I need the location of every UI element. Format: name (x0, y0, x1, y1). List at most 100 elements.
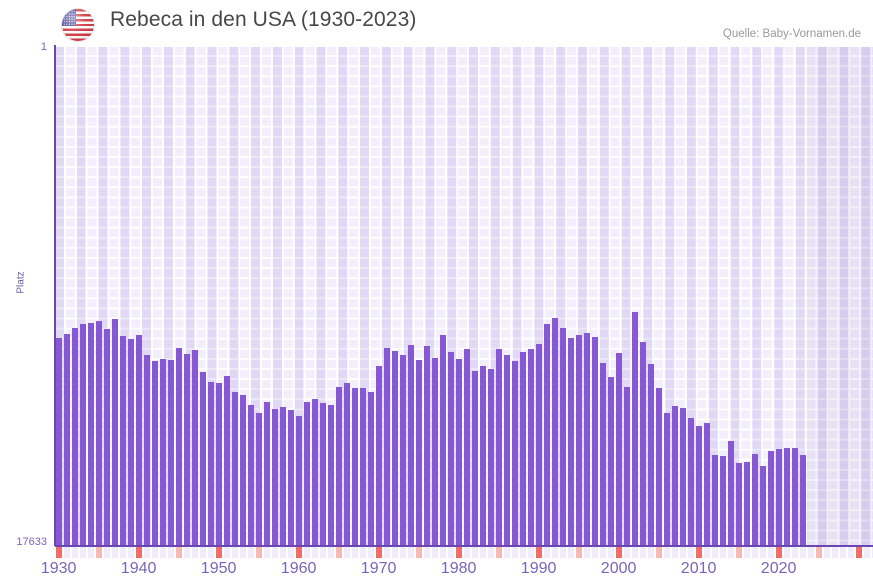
bar-1967[interactable] (351, 388, 358, 545)
bar-2009[interactable] (687, 418, 694, 545)
bar-1958[interactable] (279, 407, 286, 545)
bar-1970[interactable] (375, 366, 382, 545)
bar-1997[interactable] (591, 337, 598, 545)
chart-header: Rebeca in den USA (1930-2023) Quelle: Ba… (0, 0, 873, 46)
bar-2006[interactable] (663, 413, 670, 545)
bar-1994[interactable] (567, 338, 574, 545)
bar-1981[interactable] (463, 349, 470, 545)
bar-1975[interactable] (415, 360, 422, 545)
bar-2013[interactable] (719, 456, 726, 545)
bar-1996[interactable] (583, 333, 590, 545)
year-tick-cell (831, 547, 838, 558)
bar-1982[interactable] (471, 371, 478, 545)
bar-1948[interactable] (199, 372, 206, 545)
bar-1974[interactable] (407, 345, 414, 545)
bar-1969[interactable] (367, 392, 374, 545)
bar-1966[interactable] (343, 383, 350, 545)
bar-1973[interactable] (399, 355, 406, 545)
bar-1940[interactable] (135, 335, 142, 545)
year-tick-cell (175, 547, 182, 558)
bar-1936[interactable] (103, 329, 110, 545)
bar-2016[interactable] (743, 462, 750, 545)
bar-2021[interactable] (783, 448, 790, 545)
bar-1951[interactable] (223, 376, 230, 545)
bar-1941[interactable] (143, 355, 150, 545)
bar-1995[interactable] (575, 335, 582, 545)
bar-2000[interactable] (615, 353, 622, 545)
bar-1931[interactable] (63, 334, 70, 545)
bar-1938[interactable] (119, 336, 126, 545)
bar-1983[interactable] (479, 366, 486, 545)
bar-1953[interactable] (239, 395, 246, 545)
bar-1957[interactable] (271, 409, 278, 545)
year-tick-cell (151, 547, 158, 558)
bar-2008[interactable] (679, 408, 686, 545)
bar-1986[interactable] (503, 355, 510, 545)
bar-2005[interactable] (655, 388, 662, 545)
bar-1933[interactable] (79, 324, 86, 545)
bar-1930[interactable] (55, 338, 62, 545)
bar-1942[interactable] (151, 361, 158, 545)
bar-1993[interactable] (559, 328, 566, 545)
bar-1956[interactable] (263, 402, 270, 545)
bar-1988[interactable] (519, 352, 526, 545)
bar-1989[interactable] (527, 349, 534, 545)
bar-2019[interactable] (767, 451, 774, 545)
bar-1945[interactable] (175, 348, 182, 545)
bar-2020[interactable] (775, 449, 782, 545)
bar-1934[interactable] (87, 323, 94, 545)
bar-2011[interactable] (703, 423, 710, 545)
bar-2018[interactable] (759, 466, 766, 545)
bar-1984[interactable] (487, 369, 494, 545)
bar-1987[interactable] (511, 361, 518, 545)
bar-2023[interactable] (799, 455, 806, 545)
bar-1944[interactable] (167, 360, 174, 545)
bar-2015[interactable] (735, 463, 742, 545)
bar-1949[interactable] (207, 382, 214, 545)
bar-1979[interactable] (447, 352, 454, 545)
bar-1964[interactable] (327, 405, 334, 545)
bar-1976[interactable] (423, 346, 430, 545)
bar-1963[interactable] (319, 403, 326, 545)
bar-1991[interactable] (543, 324, 550, 545)
bar-1977[interactable] (431, 358, 438, 545)
bar-1943[interactable] (159, 359, 166, 545)
bar-1980[interactable] (455, 359, 462, 545)
bar-2004[interactable] (647, 364, 654, 545)
bar-1968[interactable] (359, 388, 366, 545)
bar-1937[interactable] (111, 319, 118, 545)
bar-1971[interactable] (383, 348, 390, 545)
bar-1959[interactable] (287, 410, 294, 545)
year-tick-cell (623, 547, 630, 558)
bar-1947[interactable] (191, 350, 198, 545)
bar-1952[interactable] (231, 392, 238, 545)
bar-1998[interactable] (599, 363, 606, 545)
bar-1985[interactable] (495, 349, 502, 545)
bar-1939[interactable] (127, 339, 134, 545)
bar-1932[interactable] (71, 328, 78, 545)
bar-1946[interactable] (183, 354, 190, 545)
bar-1935[interactable] (95, 321, 102, 545)
bar-2002[interactable] (631, 312, 638, 545)
bar-2017[interactable] (751, 454, 758, 545)
bar-2012[interactable] (711, 455, 718, 545)
bar-2010[interactable] (695, 426, 702, 545)
bar-1954[interactable] (247, 405, 254, 545)
bar-2022[interactable] (791, 448, 798, 545)
bar-1992[interactable] (551, 318, 558, 545)
bar-1960[interactable] (295, 416, 302, 545)
bar-1962[interactable] (311, 399, 318, 545)
bar-2003[interactable] (639, 342, 646, 545)
bar-1990[interactable] (535, 344, 542, 545)
bar-2007[interactable] (671, 406, 678, 545)
bar-1950[interactable] (215, 383, 222, 545)
bar-1999[interactable] (607, 377, 614, 545)
bar-2001[interactable] (623, 387, 630, 545)
bar-1961[interactable] (303, 402, 310, 545)
bar-1978[interactable] (439, 335, 446, 545)
bar-1955[interactable] (255, 413, 262, 545)
bar-1972[interactable] (391, 351, 398, 545)
x-axis-label-1950: 1950 (200, 560, 237, 577)
bar-2014[interactable] (727, 441, 734, 545)
bar-1965[interactable] (335, 387, 342, 545)
